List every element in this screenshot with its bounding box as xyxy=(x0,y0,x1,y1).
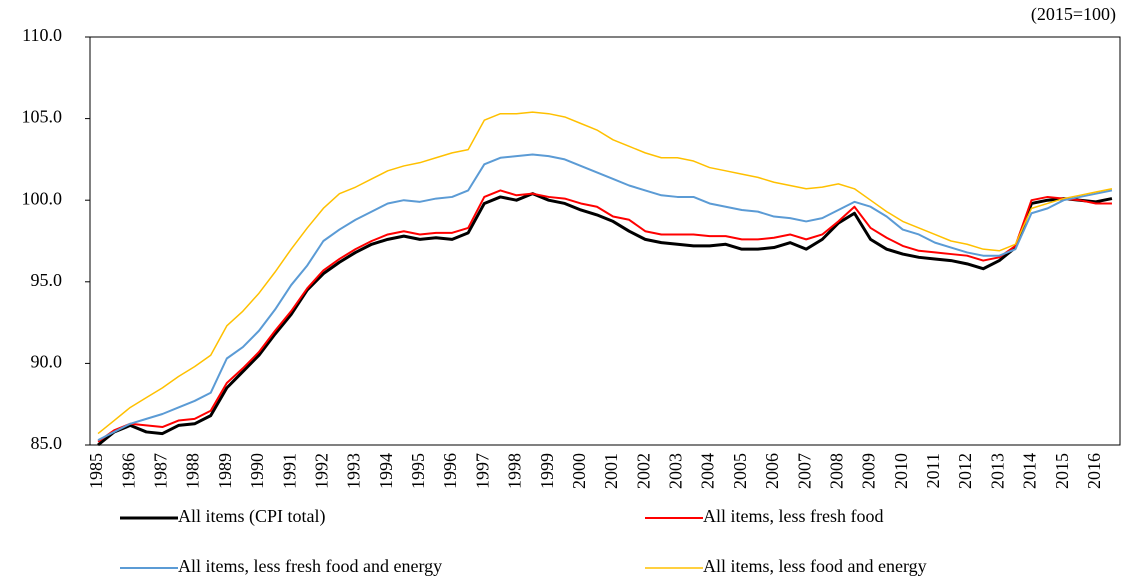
x-tick-label: 1997 xyxy=(472,453,492,489)
y-tick-label: 85.0 xyxy=(31,433,63,453)
x-tick-label: 2002 xyxy=(633,453,653,489)
series-line xyxy=(97,192,1113,447)
series-line xyxy=(97,153,1113,441)
x-tick-label: 2003 xyxy=(666,453,686,489)
x-tick-label: 1998 xyxy=(505,453,525,489)
x-tick-label: 2004 xyxy=(698,453,718,489)
x-tick-label: 2008 xyxy=(826,453,846,489)
plot-frame xyxy=(89,36,1121,446)
x-tick-label: 2016 xyxy=(1084,453,1104,489)
x-tick-label: 1993 xyxy=(344,453,364,489)
legend-label: All items, less fresh food xyxy=(703,506,883,526)
y-tick-label: 105.0 xyxy=(22,107,63,127)
x-tick-label: 2006 xyxy=(762,453,782,489)
x-tick-label: 2015 xyxy=(1052,453,1072,489)
y-tick-label: 100.0 xyxy=(22,188,63,208)
legend-label: All items (CPI total) xyxy=(178,506,326,527)
x-tick-label: 1986 xyxy=(118,453,138,489)
y-tick-label: 110.0 xyxy=(22,25,62,45)
x-tick-label: 2000 xyxy=(569,453,589,489)
x-tick-label: 2001 xyxy=(601,453,621,489)
y-tick-label: 95.0 xyxy=(31,270,63,290)
x-tick-label: 1989 xyxy=(215,453,235,489)
x-tick-label: 1990 xyxy=(247,453,267,489)
x-tick-label: 2010 xyxy=(891,453,911,489)
x-tick-label: 1999 xyxy=(537,453,557,489)
x-tick-label: 2005 xyxy=(730,453,750,489)
x-tick-label: 1994 xyxy=(376,453,396,489)
x-tick-label: 1988 xyxy=(183,453,203,489)
y-tick-label: 90.0 xyxy=(31,352,63,372)
x-tick-label: 2009 xyxy=(859,453,879,489)
x-tick-label: 2013 xyxy=(987,453,1007,489)
x-tick-label: 1987 xyxy=(151,453,171,489)
x-tick-label: 2007 xyxy=(794,453,814,489)
legend-label: All items, less fresh food and energy xyxy=(178,556,442,576)
series-line xyxy=(97,189,1112,443)
legend-label: All items, less food and energy xyxy=(703,556,927,576)
unit-note: (2015=100) xyxy=(1031,4,1116,25)
x-tick-label: 1996 xyxy=(440,453,460,489)
x-tick-label: 2014 xyxy=(1020,453,1040,489)
x-tick-label: 2011 xyxy=(923,453,943,488)
series-line xyxy=(97,111,1113,435)
x-tick-label: 1991 xyxy=(279,453,299,489)
x-tick-label: 2012 xyxy=(955,453,975,489)
x-tick-label: 1985 xyxy=(86,453,106,489)
x-tick-label: 1992 xyxy=(311,453,331,489)
x-tick-label: 1995 xyxy=(408,453,428,489)
